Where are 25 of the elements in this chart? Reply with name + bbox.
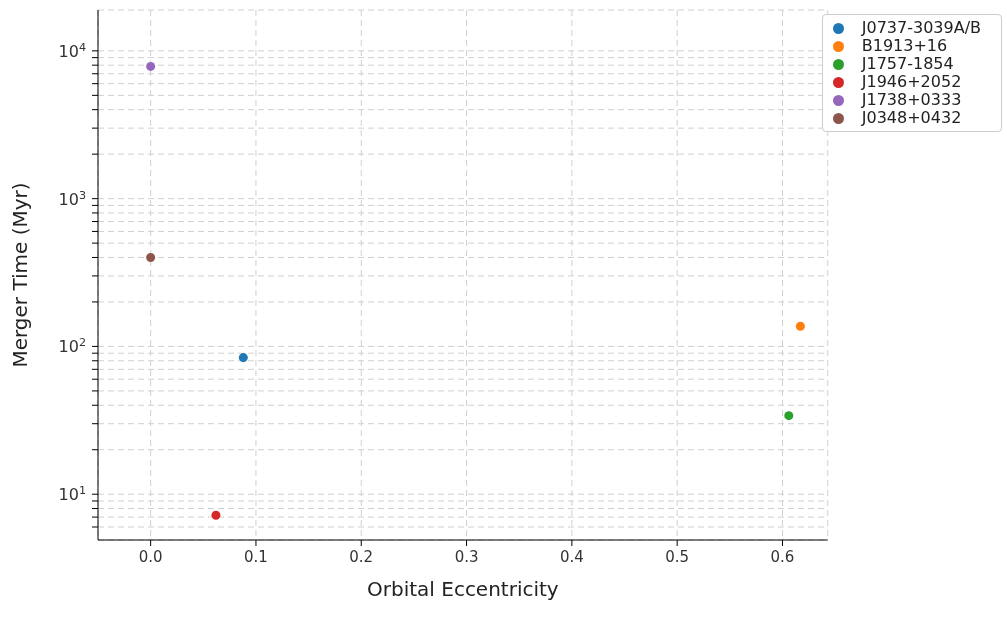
- y-axis-title: Merger Time (Myr): [8, 182, 33, 368]
- point: [784, 411, 794, 421]
- x-tick-label: 0.3: [454, 548, 479, 566]
- x-tick-label: 0.1: [244, 548, 268, 566]
- y-tick-label: 10$^{3}$: [58, 188, 86, 209]
- legend-label: B1913+16: [861, 36, 948, 55]
- point: [146, 252, 156, 262]
- x-tick-label: 0.2: [349, 548, 374, 566]
- x-tick-label: 0.0: [138, 548, 163, 566]
- x-tick-label: 0.6: [770, 548, 795, 566]
- legend-label: J1738+0333: [861, 90, 962, 109]
- point: [146, 61, 156, 71]
- legend-label: J1757-1854: [861, 54, 954, 73]
- legend-label: J0348+0432: [861, 108, 962, 127]
- point: [211, 510, 221, 520]
- legend-label: J0737-3039A/B: [861, 18, 981, 37]
- y-tick-label: 10$^{4}$: [58, 40, 86, 61]
- y-tick-label: 10$^{1}$: [58, 483, 86, 505]
- x-axis-title: Orbital Eccentricity: [367, 577, 559, 601]
- legend-label: J1946+2052: [861, 72, 962, 91]
- x-tick-label: 0.5: [665, 548, 690, 566]
- point: [795, 321, 805, 331]
- x-tick-label: 0.4: [559, 548, 584, 566]
- point: [238, 353, 248, 363]
- y-tick-label: 10$^{2}$: [58, 335, 86, 357]
